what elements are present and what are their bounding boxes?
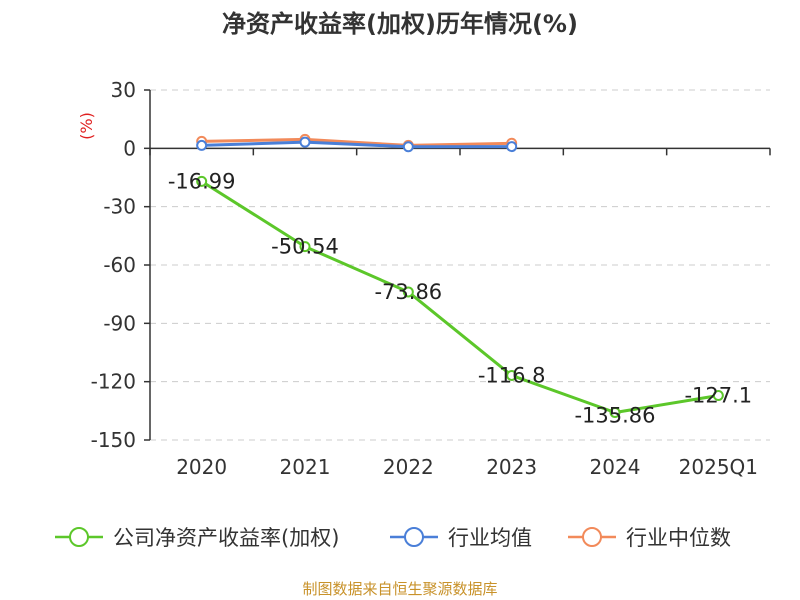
y-tick-label: 30 [111, 78, 136, 102]
data-point [506, 369, 518, 381]
legend-label: 行业均值 [448, 526, 532, 550]
legend: 公司净资产收益率(加权) 行业均值 行业中位数 [55, 526, 731, 550]
legend-item: 公司净资产收益率(加权) [55, 526, 339, 550]
y-axis-unit-label: (%) [77, 112, 96, 140]
y-tick-label: -120 [91, 370, 136, 394]
x-tick-label: 2021 [280, 455, 331, 479]
grid-lines [150, 89, 770, 441]
y-tick-label: -150 [91, 428, 136, 452]
legend-swatch-marker [404, 527, 424, 547]
data-point [402, 141, 414, 153]
legend-item: 行业均值 [390, 526, 532, 550]
series-line [201, 137, 512, 147]
data-point [299, 136, 311, 148]
series-line [200, 180, 719, 415]
data-point [402, 286, 414, 298]
data-label: -116.8 [478, 363, 546, 387]
y-tick-label: 0 [123, 136, 136, 160]
legend-item: 行业中位数 [568, 526, 731, 550]
data-point [506, 141, 518, 153]
data-label: -127.1 [684, 383, 752, 407]
data-label: -135.86 [574, 404, 655, 428]
x-tick-label: 2023 [486, 455, 537, 479]
legend-swatch-marker [69, 527, 89, 547]
data-point [609, 407, 621, 419]
axes: 30 0 -30 -60 -90 -120 -150 2020 2021 2022 2023 2024… [91, 78, 771, 479]
data-point [712, 389, 724, 401]
series-line [201, 140, 512, 149]
data-source-note: 制图数据来自恒生聚源数据库 [302, 580, 497, 598]
data-point [196, 175, 208, 187]
data-labels: -16.99 -50.54 -73.86 -116.8 -135.86 -127.1 [168, 169, 752, 427]
y-tick-label: -30 [103, 195, 136, 219]
y-tick-label: -90 [103, 311, 136, 335]
x-tick-label: 2020 [176, 455, 227, 479]
data-label: -50.54 [271, 235, 339, 259]
data-label: -73.86 [374, 280, 442, 304]
x-tick-label: 2024 [590, 455, 641, 479]
x-tick-label: 2022 [383, 455, 434, 479]
chart-title: 净资产收益率(加权)历年情况(%) [222, 10, 578, 38]
legend-swatch-marker [582, 527, 602, 547]
x-tick-label: 2025Q1 [679, 455, 758, 479]
data-label: -16.99 [168, 169, 236, 193]
series-lines [196, 133, 724, 419]
data-point [299, 241, 311, 253]
data-point [196, 139, 208, 151]
y-tick-label: -60 [103, 253, 136, 277]
legend-label: 公司净资产收益率(加权) [113, 526, 339, 550]
legend-label: 行业中位数 [626, 526, 731, 550]
